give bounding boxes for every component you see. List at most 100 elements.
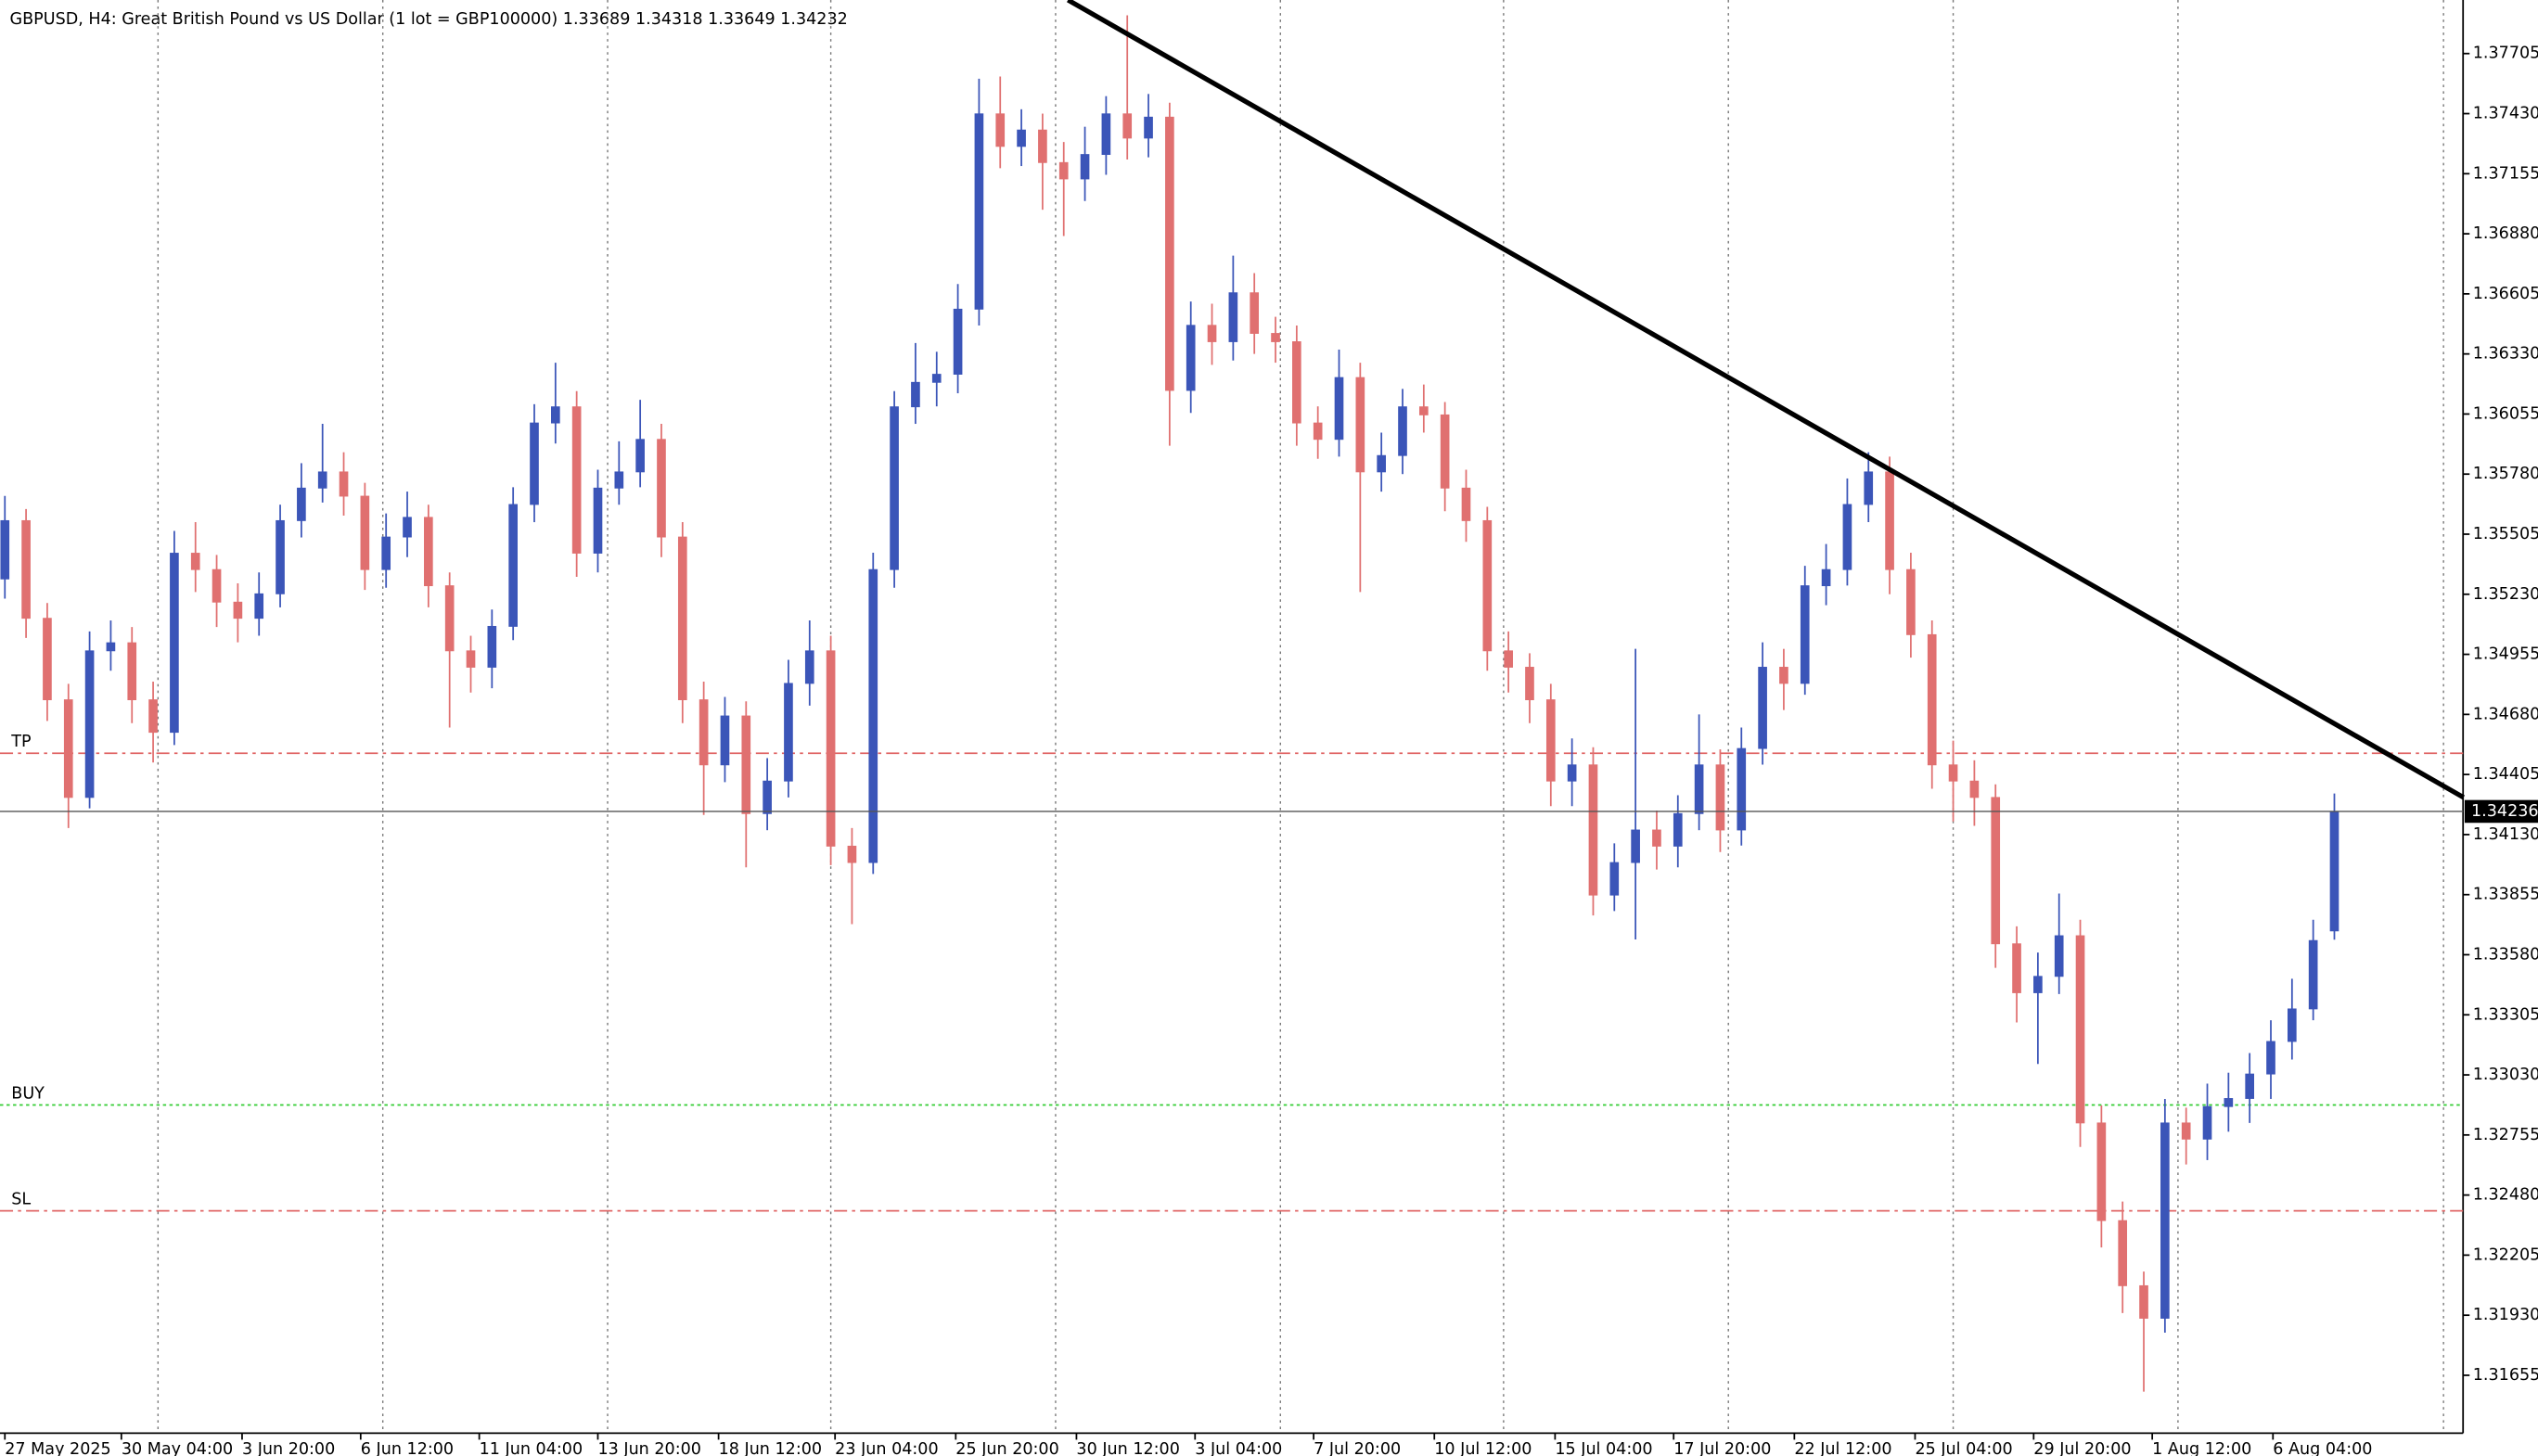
x-tick-label: 6 Aug 04:00 — [2273, 1440, 2372, 1456]
candle-body — [1609, 862, 1620, 896]
candle-body — [233, 601, 243, 619]
y-tick-label: 1.35505 — [2473, 525, 2538, 543]
y-tick-label: 1.33855 — [2473, 886, 2538, 904]
y-tick-label: 1.35230 — [2473, 585, 2538, 604]
candle-body — [1482, 519, 1493, 652]
candle-body — [890, 406, 899, 570]
candle-body — [2202, 1105, 2212, 1140]
order-level-label: TP — [10, 733, 31, 751]
x-tick-label: 3 Jun 20:00 — [242, 1440, 335, 1456]
candle-body — [593, 487, 603, 554]
candle-body — [1545, 699, 1556, 782]
x-tick-label: 1 Aug 12:00 — [2152, 1440, 2251, 1456]
candle-body — [2266, 1041, 2275, 1075]
candle-body — [847, 845, 857, 863]
candle-body — [1228, 292, 1238, 342]
candle-body — [2118, 1220, 2128, 1286]
candle-body — [995, 113, 1006, 147]
candle-body — [1165, 116, 1174, 391]
candle-body — [804, 650, 814, 684]
x-tick-label: 6 Jun 12:00 — [361, 1440, 454, 1456]
candle-body — [2012, 943, 2021, 993]
chart-title: GBPUSD, H4: Great British Pound vs US Do… — [10, 10, 848, 29]
candle-body — [1461, 487, 1471, 521]
order-level-label: SL — [11, 1190, 31, 1208]
candle-body — [1017, 129, 1026, 147]
candle-body — [339, 471, 349, 497]
y-tick-label: 1.35780 — [2473, 465, 2538, 483]
candle-body — [551, 406, 560, 424]
candle-body — [571, 406, 582, 554]
x-tick-label: 27 May 2025 — [5, 1440, 110, 1456]
candle-body — [190, 553, 200, 570]
x-tick-label: 30 May 04:00 — [122, 1440, 233, 1456]
candle-body — [763, 780, 772, 814]
candle-body — [2075, 935, 2085, 1124]
candle-body — [1186, 325, 1196, 391]
x-tick-label: 23 Jun 04:00 — [835, 1440, 938, 1456]
x-tick-label: 3 Jul 04:00 — [1195, 1440, 1282, 1456]
candle-body — [614, 471, 624, 489]
candle-body — [1334, 377, 1344, 441]
candle-body — [212, 568, 222, 603]
y-tick-label: 1.34130 — [2473, 825, 2538, 844]
candle-body — [2096, 1122, 2107, 1221]
y-tick-label: 1.36055 — [2473, 404, 2538, 423]
candle-body — [2308, 939, 2318, 1010]
candle-body — [1250, 292, 1260, 334]
candle-body — [1207, 325, 1217, 342]
candle-body — [317, 471, 327, 489]
candle-body — [1842, 504, 1852, 570]
candle-body — [784, 683, 793, 782]
candle-body — [1885, 471, 1894, 570]
candle-body — [170, 553, 179, 734]
candle-body — [466, 650, 476, 668]
candle-body — [424, 517, 433, 587]
candle-body — [1821, 568, 1831, 587]
candle-body — [508, 504, 518, 627]
y-tick-label: 1.34405 — [2473, 765, 2538, 784]
x-tick-label: 22 Jul 12:00 — [1794, 1440, 1891, 1456]
candle-body — [1058, 161, 1069, 180]
x-tick-label: 18 Jun 12:00 — [719, 1440, 822, 1456]
y-tick-label: 1.37430 — [2473, 105, 2538, 123]
candle-body — [1313, 422, 1323, 441]
candle-body — [2033, 976, 2043, 993]
x-tick-label: 25 Jul 04:00 — [1915, 1440, 2012, 1456]
y-tick-label: 1.33305 — [2473, 1005, 2538, 1024]
y-tick-label: 1.36880 — [2473, 224, 2538, 243]
candle-body — [1715, 764, 1725, 831]
candle-body — [1969, 780, 1980, 798]
y-tick-label: 1.37705 — [2473, 45, 2538, 63]
candle-body — [720, 715, 730, 766]
candle-body — [2329, 811, 2339, 932]
candle-body — [1122, 113, 1133, 139]
candle-body — [381, 536, 391, 570]
y-tick-label: 1.31655 — [2473, 1366, 2538, 1385]
x-tick-label: 17 Jul 20:00 — [1673, 1440, 1771, 1456]
candle-body — [826, 650, 836, 847]
candle-body — [1779, 667, 1788, 684]
candle-body — [84, 650, 95, 798]
candle-body — [911, 381, 920, 408]
candle-body — [1144, 116, 1153, 139]
x-tick-label: 15 Jul 04:00 — [1555, 1440, 1652, 1456]
trendline — [1066, 0, 2466, 800]
y-tick-label: 1.33580 — [2473, 945, 2538, 964]
candle-body — [974, 113, 984, 310]
candle-body — [699, 699, 709, 766]
candle-body — [2139, 1284, 2148, 1319]
candle-body — [1271, 333, 1280, 342]
candle-body — [1525, 667, 1534, 701]
candle-body — [635, 439, 645, 473]
candle-body — [1080, 154, 1090, 180]
y-tick-label: 1.31930 — [2473, 1306, 2538, 1324]
candle-body — [276, 519, 285, 594]
candle-body — [1440, 414, 1450, 489]
candle-body — [1800, 585, 1810, 684]
candle-body — [127, 642, 137, 701]
x-tick-label: 25 Jun 20:00 — [955, 1440, 1058, 1456]
y-tick-label: 1.34680 — [2473, 705, 2538, 723]
